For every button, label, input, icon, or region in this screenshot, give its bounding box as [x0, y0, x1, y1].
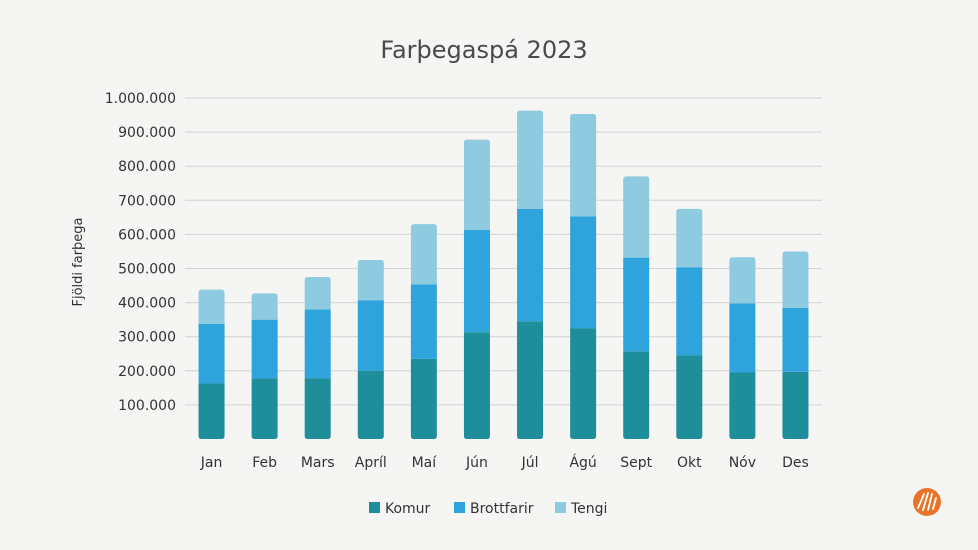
y-tick-label: 200.000: [118, 364, 176, 380]
bar-stack: [198, 289, 225, 439]
bar-stack: [623, 176, 650, 439]
x-tick-label: Okt: [677, 455, 702, 471]
bar-tengi: [357, 259, 384, 301]
bar-tengi: [517, 110, 544, 209]
bar-brottfarir: [623, 257, 650, 352]
bar-stack: [676, 208, 703, 439]
chart-title: Farþegaspá 2023: [380, 36, 587, 64]
bar-brottfarir: [676, 267, 703, 356]
bar-tengi: [304, 277, 331, 310]
bar-stack: [304, 277, 331, 439]
bar-stack: [357, 259, 384, 439]
y-tick-label: 300.000: [118, 330, 176, 346]
x-tick-label: Feb: [252, 455, 277, 471]
legend-swatch: [369, 502, 380, 513]
legend-item: Tengi: [555, 501, 607, 517]
y-tick-label: 900.000: [118, 125, 176, 141]
legend-item: Brottfarir: [454, 501, 534, 517]
y-tick-label: 500.000: [118, 262, 176, 278]
legend-label: Komur: [385, 501, 431, 517]
legend-label: Brottfarir: [470, 501, 534, 517]
y-axis-label: Fjöldi farþega: [71, 217, 86, 306]
bar-brottfarir: [357, 300, 384, 371]
x-tick-label: Mars: [301, 455, 335, 471]
bar-stack: [251, 293, 278, 439]
y-tick-label: 1.000.000: [105, 91, 176, 107]
legend: Komur Brottfarir Tengi: [369, 501, 607, 517]
bar-brottfarir: [304, 309, 331, 379]
bar-tengi: [570, 114, 597, 217]
bar-stack: [463, 139, 490, 439]
bar-stack: [782, 251, 809, 439]
grid-lines: [185, 97, 822, 406]
bar-tengi: [623, 176, 650, 258]
bar-brottfarir: [517, 208, 544, 322]
legend-label: Tengi: [570, 501, 607, 517]
bars: [198, 110, 809, 439]
x-tick-label: Ágú: [569, 454, 596, 471]
bar-tengi: [676, 208, 703, 268]
bar-komur: [729, 372, 756, 439]
x-tick-label: Nóv: [729, 455, 756, 471]
bar-komur: [304, 378, 331, 439]
bar-brottfarir: [729, 303, 756, 373]
bar-tengi: [782, 251, 809, 308]
bar-stack: [517, 110, 544, 439]
x-axis-ticks: Jan Feb Mars Apríl Maí Jún Júl Ágú Sept Okt Nóv Des: [200, 454, 809, 471]
bar-komur: [410, 358, 437, 439]
bar-komur: [570, 328, 597, 439]
bar-brottfarir: [463, 229, 490, 333]
bar-komur: [463, 332, 490, 439]
bar-stack: [570, 114, 597, 439]
bar-tengi: [729, 257, 756, 304]
y-tick-label: 400.000: [118, 296, 176, 312]
x-tick-label: Apríl: [355, 455, 387, 471]
bar-brottfarir: [198, 323, 225, 384]
bar-komur: [517, 321, 544, 439]
bar-brottfarir: [570, 216, 597, 329]
bar-stack: [729, 257, 756, 439]
x-tick-label: Des: [782, 455, 809, 471]
bar-komur: [251, 378, 278, 439]
x-tick-label: Sept: [620, 455, 652, 471]
y-axis-ticks: 100.000 200.000 300.000 400.000 500.000 600.0…: [105, 91, 176, 414]
bar-tengi: [410, 224, 437, 285]
bar-brottfarir: [782, 307, 809, 372]
legend-swatch: [555, 502, 566, 513]
bar-brottfarir: [251, 319, 278, 379]
y-tick-label: 100.000: [118, 398, 176, 414]
x-tick-label: Jan: [200, 455, 223, 471]
x-tick-label: Jún: [465, 455, 488, 471]
bar-komur: [198, 383, 225, 439]
x-tick-label: Maí: [412, 455, 438, 471]
legend-item: Komur: [369, 501, 431, 517]
bar-komur: [623, 351, 650, 439]
y-tick-label: 600.000: [118, 227, 176, 243]
y-tick-label: 700.000: [118, 193, 176, 209]
isavia-logo-icon: [913, 488, 941, 516]
bar-komur: [357, 370, 384, 439]
bar-tengi: [463, 139, 490, 230]
bar-tengi: [251, 293, 278, 320]
bar-brottfarir: [410, 284, 437, 359]
legend-swatch: [454, 502, 465, 513]
bar-tengi: [198, 289, 225, 324]
bar-komur: [782, 371, 809, 439]
x-tick-label: Júl: [521, 455, 539, 471]
bar-komur: [676, 355, 703, 439]
y-tick-label: 800.000: [118, 159, 176, 175]
bar-stack: [410, 224, 437, 439]
